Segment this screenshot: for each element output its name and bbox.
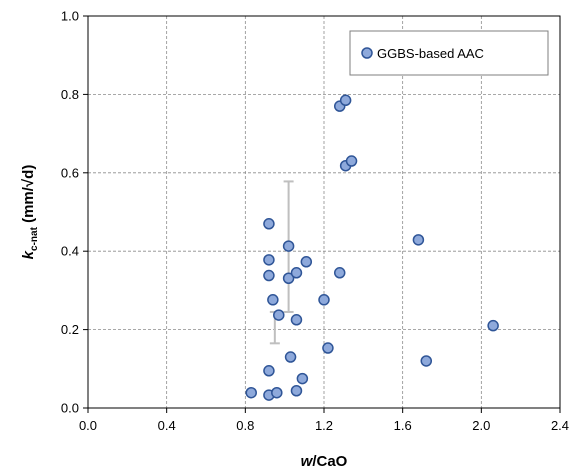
y-axis-title-rest: (mm/√d) (20, 165, 37, 227)
x-tick-label: 2.0 (472, 418, 490, 433)
gridlines (88, 16, 560, 408)
y-axis-title: kc-nat (mm/√d) (20, 165, 40, 260)
x-tick-label: 0.8 (236, 418, 254, 433)
data-point (290, 314, 303, 326)
x-axis-title-rest: /CaO (312, 453, 347, 470)
x-tick-label: 1.6 (394, 418, 412, 433)
data-point (300, 256, 313, 268)
data-point (318, 294, 330, 306)
data-point (263, 218, 275, 230)
legend: GGBS-based AAC (349, 30, 549, 76)
legend-box (349, 30, 549, 76)
data-point (290, 267, 303, 279)
legend-label: GGBS-based AAC (377, 46, 484, 61)
data-point (284, 351, 297, 363)
x-tick-label: 0.4 (158, 418, 176, 433)
x-tick-label: 1.2 (315, 418, 333, 433)
x-tick-label: 2.4 (551, 418, 569, 433)
data-point (339, 94, 352, 107)
x-tick-label: 0.0 (79, 418, 97, 433)
y-tick-label: 0.8 (61, 87, 79, 102)
legend-marker (361, 47, 373, 59)
data-point (245, 386, 257, 399)
data-point (271, 386, 283, 399)
data-point (296, 372, 309, 385)
x-axis-title-italic: w (301, 453, 314, 470)
y-axis-title-subscript: c-nat (29, 226, 40, 251)
data-point (290, 385, 303, 397)
data-point (263, 269, 275, 282)
y-axis-ticks: 0.0 0.2 0.4 0.6 0.8 1.0 (61, 9, 88, 416)
data-point (267, 294, 279, 306)
data-point (263, 365, 275, 377)
y-axis-title-italic: k (20, 250, 37, 259)
data-point (282, 240, 295, 252)
data-point (263, 254, 275, 266)
y-tick-label: 0.0 (61, 401, 79, 416)
y-tick-label: 0.6 (61, 165, 79, 180)
data-point (282, 272, 295, 284)
data-point (273, 309, 285, 321)
data-point (420, 355, 433, 367)
x-axis-ticks: 0.0 0.4 0.8 1.2 1.6 2.0 2.4 (79, 408, 569, 433)
data-points (245, 94, 499, 401)
data-point (412, 234, 425, 246)
y-tick-label: 0.2 (61, 322, 79, 337)
data-point (333, 267, 346, 279)
data-point (487, 319, 499, 332)
data-point (322, 342, 334, 354)
data-point (345, 155, 358, 167)
y-tick-label: 1.0 (61, 9, 79, 24)
x-axis-title: w/CaO (301, 453, 348, 470)
y-tick-label: 0.4 (61, 244, 79, 259)
